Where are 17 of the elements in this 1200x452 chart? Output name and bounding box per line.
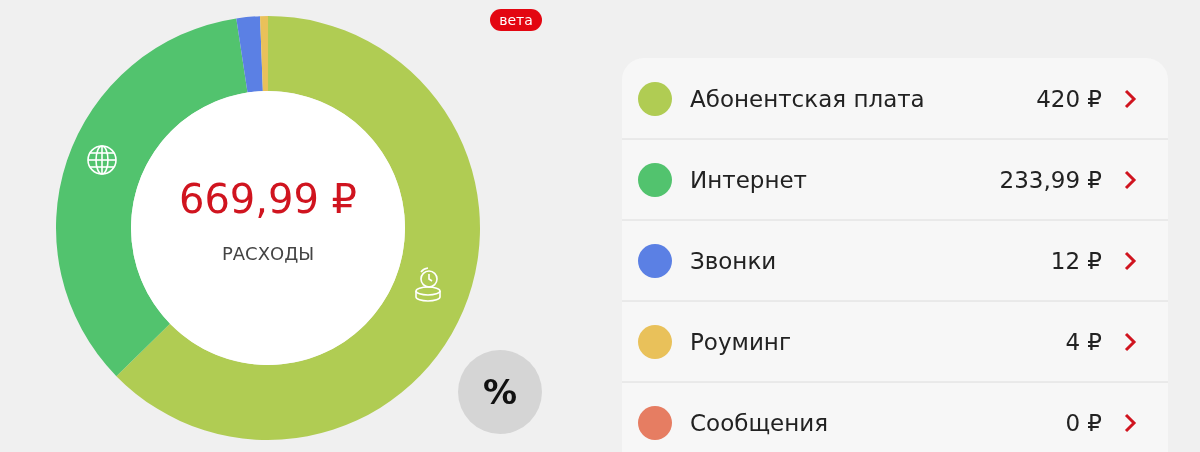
data-label: 420 ₽: [1036, 86, 1102, 112]
data-label: 4 ₽: [1065, 329, 1102, 355]
donut-slice: [116, 16, 480, 440]
text: 0 ₽: [1065, 410, 1102, 436]
legend-label: Звонки: [690, 248, 777, 274]
data-label: 12 ₽: [1050, 248, 1102, 274]
text: %: [482, 372, 518, 412]
legend-label: Абонентская плата: [690, 86, 925, 112]
legend-label: Сообщения: [690, 410, 829, 436]
text: РАСХОДЫ: [221, 243, 315, 264]
legend-label: Интернет: [690, 167, 807, 193]
legend-label: Роуминг: [690, 329, 791, 355]
donut-slice: [236, 16, 263, 93]
data-label: 233,99 ₽: [999, 167, 1102, 193]
text: 669,99 ₽: [178, 176, 358, 222]
text: вета: [499, 12, 533, 28]
donut-slice: [260, 16, 268, 92]
